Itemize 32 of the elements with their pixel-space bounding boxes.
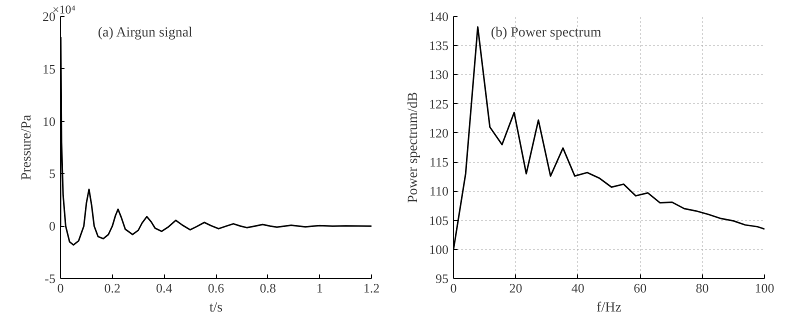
text: (a) Airgun signal: [98, 26, 193, 40]
y-tick-label: 105: [429, 212, 448, 228]
y-tick-label: 10: [42, 114, 56, 129]
text: (b) Power spectrum: [490, 26, 602, 40]
y-tick-label: 110: [429, 184, 449, 199]
x-tick-label: 60: [634, 280, 647, 296]
y-tick-label: 135: [429, 38, 448, 54]
x-tick-label: 40: [571, 280, 584, 296]
y-tick-label: 130: [429, 67, 448, 82]
x-tick-label: 20: [509, 280, 522, 296]
x-tick-label: 0.2: [104, 280, 120, 296]
y-tick-label: 5: [49, 166, 56, 182]
y-axis-title: Power spectrum/dB: [406, 92, 421, 203]
y-tick-label: -5: [44, 271, 56, 286]
y-tick-label: 120: [429, 125, 448, 140]
y-axis-title: Pressure/Pa: [20, 114, 34, 180]
x-tick-label: 0.8: [260, 280, 276, 296]
y-tick-label: 15: [42, 61, 56, 76]
y-tick-label: 0: [49, 218, 56, 234]
x-axis-title: t/s: [209, 300, 223, 316]
y-tick-label: 125: [429, 96, 448, 112]
x-axis-title: f/Hz: [596, 300, 622, 316]
x-tick-label: 0.6: [208, 280, 225, 296]
x-tick-label: 100: [754, 280, 774, 296]
y-tick-label: 140: [429, 9, 448, 24]
x-tick-label: 1.2: [363, 280, 380, 296]
x-tick-label: 0.4: [156, 280, 173, 296]
y-tick-label: 100: [429, 242, 448, 257]
y-tick-label: 95: [436, 271, 448, 286]
x-tick-label: 80: [696, 280, 709, 296]
y-tick-label: 115: [429, 154, 449, 170]
x-tick-label: 1: [316, 280, 323, 296]
